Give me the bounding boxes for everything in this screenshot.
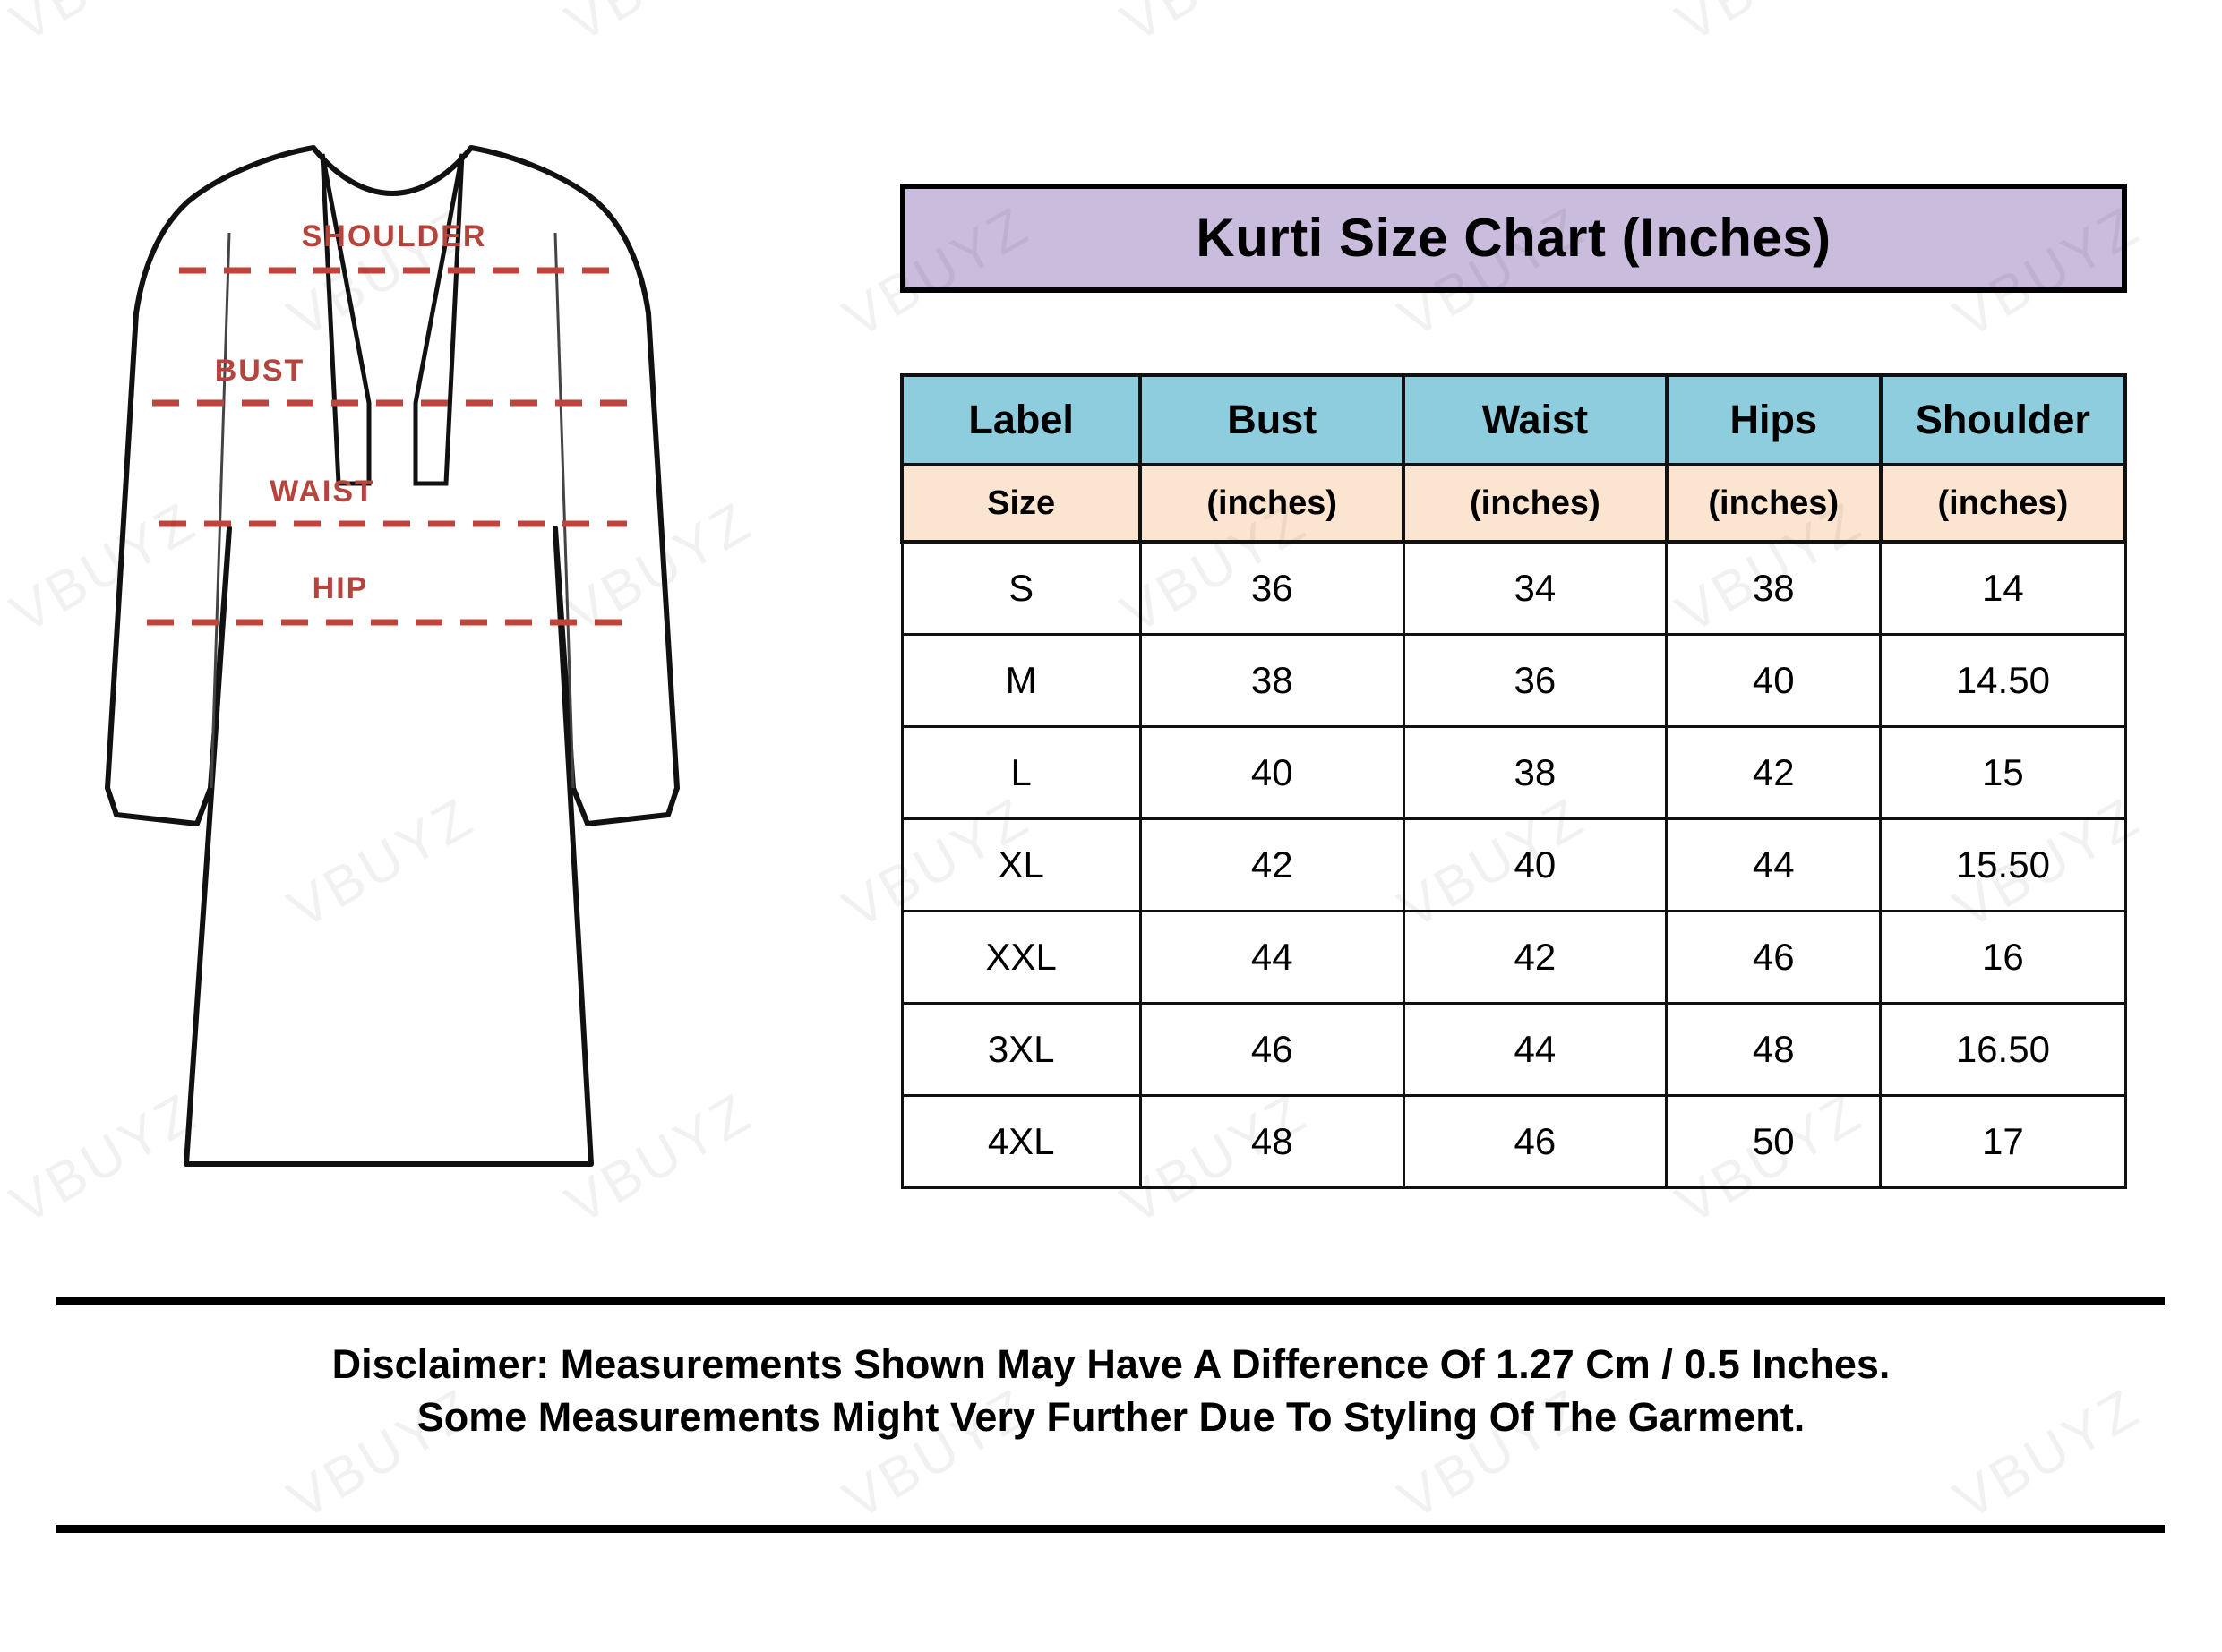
cell-waist: 36 — [1402, 633, 1669, 728]
cell-shoulder: 16.50 — [1879, 1002, 2127, 1097]
subheader-cell-size: Size — [899, 463, 1143, 544]
cell-size-label: 4XL — [900, 1094, 1142, 1189]
cell-shoulder: 15 — [1879, 725, 2127, 820]
subheader-cell-waist-unit: (inches) — [1402, 463, 1669, 544]
garment-label-hip: HIP — [313, 571, 369, 605]
table-row: 3XL 46 44 48 16.50 — [900, 1002, 2127, 1097]
cell-size-label: XXL — [900, 910, 1142, 1005]
subheader-cell-hips-unit: (inches) — [1664, 463, 1883, 544]
cell-shoulder: 16 — [1879, 910, 2127, 1005]
subheader-cell-shoulder-unit: (inches) — [1878, 463, 2128, 544]
garment-label-shoulder: SHOULDER — [302, 219, 487, 253]
size-chart-panel: Kurti Size Chart (Inches) Label Bust Wai… — [899, 184, 2128, 1189]
cell-hips: 46 — [1665, 910, 1883, 1005]
cell-bust: 46 — [1138, 1002, 1405, 1097]
watermark-text: VBUYZ — [1111, 0, 1318, 55]
cell-bust: 44 — [1138, 910, 1405, 1005]
table-row: L 40 38 42 15 — [900, 725, 2127, 820]
cell-size-label: 3XL — [900, 1002, 1142, 1097]
watermark-text: VBUYZ — [0, 0, 208, 55]
header-cell-bust: Bust — [1138, 373, 1406, 466]
table-header-row: Label Bust Waist Hips Shoulder — [899, 373, 2128, 466]
cell-waist: 40 — [1402, 817, 1669, 912]
cell-shoulder: 14.50 — [1879, 633, 2127, 728]
cell-size-label: XL — [900, 817, 1142, 912]
cell-hips: 50 — [1665, 1094, 1883, 1189]
subheader-cell-bust-unit: (inches) — [1138, 463, 1406, 544]
kurti-body-outline — [105, 145, 680, 1167]
disclaimer-line-2: Some Measurements Might Very Further Due… — [416, 1393, 1806, 1440]
table-subheader-row: Size (inches) (inches) (inches) (inches) — [899, 463, 2128, 544]
cell-waist: 46 — [1402, 1094, 1669, 1189]
table-row: XXL 44 42 46 16 — [900, 910, 2127, 1005]
cell-hips: 40 — [1665, 633, 1883, 728]
cell-bust: 42 — [1138, 817, 1405, 912]
watermark-text: VBUYZ — [1666, 0, 1874, 55]
cell-bust: 36 — [1138, 540, 1405, 636]
size-chart-table: Label Bust Waist Hips Shoulder Size (inc… — [899, 373, 2128, 1189]
disclaimer-block: Disclaimer: Measurements Shown May Have … — [0, 1339, 2222, 1443]
page-title: Kurti Size Chart (Inches) — [1196, 208, 1832, 268]
kurti-neckline-placket — [320, 153, 465, 486]
header-cell-label: Label — [899, 373, 1143, 466]
divider-bottom — [56, 1525, 2165, 1533]
table-row: XL 42 40 44 15.50 — [900, 817, 2127, 912]
cell-hips: 48 — [1665, 1002, 1883, 1097]
kurti-sleeve-seams — [210, 232, 575, 789]
header-cell-waist: Waist — [1402, 373, 1669, 466]
cell-bust: 38 — [1138, 633, 1405, 728]
watermark-text: VBUYZ — [555, 0, 763, 55]
cell-waist: 42 — [1402, 910, 1669, 1005]
garment-illustration: SHOULDER BUST WAIST HIP — [54, 107, 716, 1271]
garment-label-bust: BUST — [215, 354, 305, 388]
cell-hips: 44 — [1665, 817, 1883, 912]
cell-size-label: S — [900, 540, 1142, 636]
cell-bust: 48 — [1138, 1094, 1405, 1189]
header-cell-hips: Hips — [1664, 373, 1883, 466]
table-row: M 38 36 40 14.50 — [900, 633, 2127, 728]
disclaimer-line-1: Disclaimer: Measurements Shown May Have … — [331, 1341, 1891, 1387]
garment-label-waist: WAIST — [270, 475, 375, 509]
cell-waist: 34 — [1402, 540, 1669, 636]
table-row: 4XL 48 46 50 17 — [900, 1094, 2127, 1189]
cell-shoulder: 17 — [1879, 1094, 2127, 1189]
divider-top — [56, 1297, 2165, 1305]
cell-size-label: M — [900, 633, 1142, 728]
chart-title-box: Kurti Size Chart (Inches) — [900, 184, 2127, 293]
cell-waist: 44 — [1402, 1002, 1669, 1097]
cell-hips: 42 — [1665, 725, 1883, 820]
table-row: S 36 34 38 14 — [900, 540, 2127, 636]
cell-hips: 38 — [1665, 540, 1883, 636]
cell-shoulder: 14 — [1879, 540, 2127, 636]
cell-waist: 38 — [1402, 725, 1669, 820]
header-cell-shoulder: Shoulder — [1878, 373, 2128, 466]
cell-size-label: L — [900, 725, 1142, 820]
cell-bust: 40 — [1138, 725, 1405, 820]
cell-shoulder: 15.50 — [1879, 817, 2127, 912]
